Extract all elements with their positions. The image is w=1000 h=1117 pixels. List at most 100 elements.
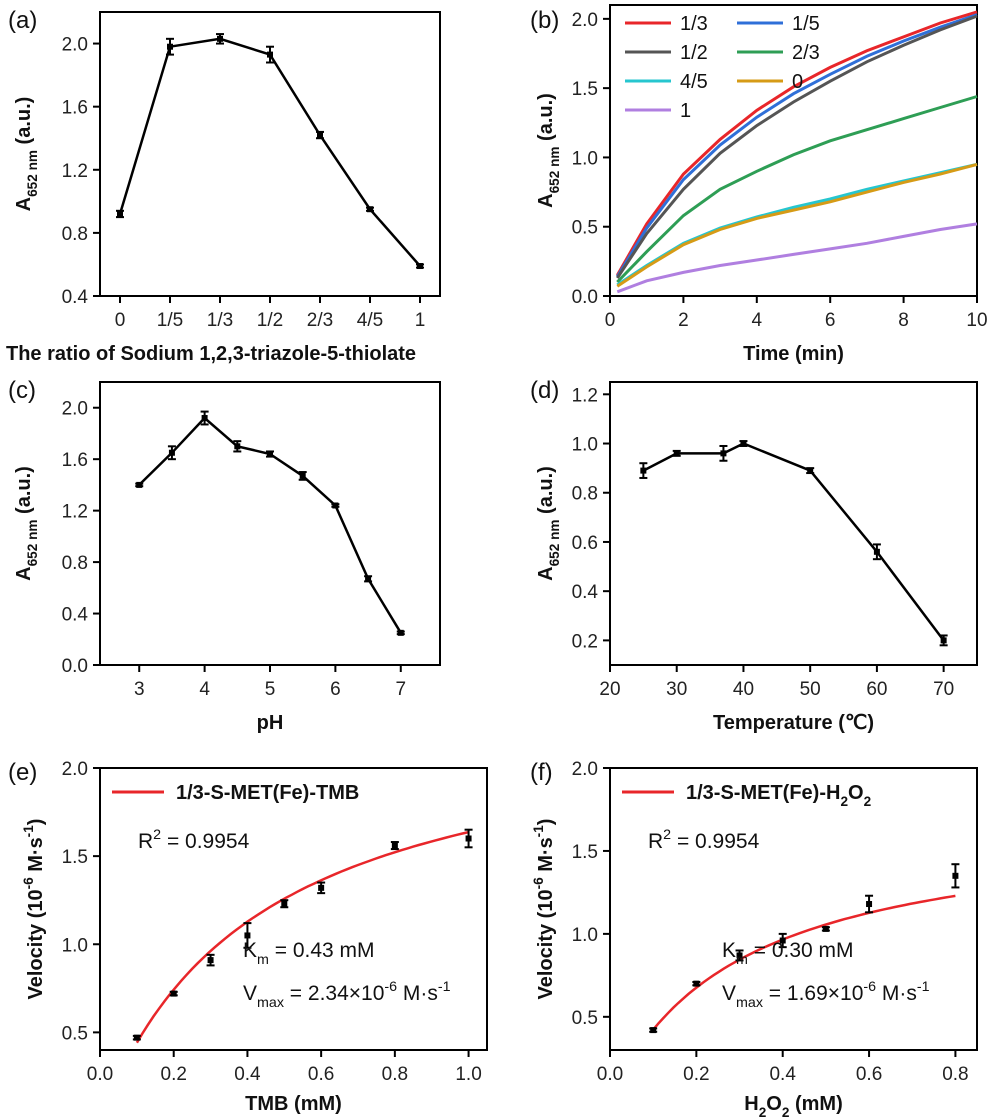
- plot-frame: [609, 767, 978, 1051]
- vmax-annotation: Vmax = 2.34×10-6 M·s-1: [243, 979, 451, 1011]
- y-tick-label: 2.0: [572, 759, 598, 780]
- x-tick-label: 1.0: [455, 1064, 481, 1085]
- panel-label: (d): [530, 377, 559, 404]
- legend-item: 2/3: [737, 42, 820, 64]
- legend-label: 1/3-S-MET(Fe)-H2O2: [686, 782, 872, 809]
- x-tick-label: 7: [395, 679, 406, 700]
- y-tick-label: 1.0: [62, 935, 88, 956]
- series-line: [616, 95, 978, 284]
- y-tick-label: 0.0: [572, 287, 598, 308]
- data-point: [136, 481, 143, 488]
- data-point: [866, 901, 873, 908]
- data-point: [244, 932, 251, 939]
- data-point: [693, 980, 700, 987]
- x-tick-label: 4/5: [357, 310, 383, 331]
- y-axis-label: A652 nm (a.u.): [13, 97, 40, 212]
- x-tick-label: 1/5: [157, 310, 183, 331]
- legend-item: 1: [625, 100, 691, 122]
- y-tick-label: 0.5: [572, 218, 598, 239]
- fit-curve: [652, 894, 956, 1031]
- data-point: [117, 210, 123, 217]
- chart-panel-f: (f) 0.5 1.0 1.5 2.0 0.0 0.2 0.4 0.6 0.8 Velocity (…: [530, 759, 978, 1117]
- chart-panel-d: (d) 0.2 0.4 0.6 0.8 1.0 1.2 20 30 40 50 60 70 A652 nm…: [530, 377, 978, 734]
- y-tick-label: 0.4: [62, 605, 89, 626]
- data-point: [365, 575, 372, 582]
- data-point: [720, 450, 727, 457]
- y-tick-label: 2.0: [572, 10, 598, 31]
- data-point: [673, 450, 680, 457]
- y-axis-label: A652 nm (a.u.): [535, 93, 562, 208]
- x-tick-label: 60: [866, 679, 887, 700]
- data-point: [267, 451, 273, 458]
- x-tick-label: 0: [605, 310, 616, 331]
- x-tick-label: 0.8: [942, 1064, 968, 1085]
- series-line: [642, 442, 945, 642]
- legend-label: 1: [680, 100, 691, 122]
- series-line: [138, 416, 402, 634]
- data-point: [170, 990, 177, 997]
- x-tick-label: 4: [199, 679, 210, 700]
- data-point: [952, 872, 959, 879]
- data-point: [391, 842, 398, 849]
- data-point: [332, 502, 339, 509]
- data-point: [740, 440, 747, 447]
- x-tick-label: 50: [800, 679, 821, 700]
- x-axis-label: Temperature (℃): [713, 712, 874, 734]
- data-point: [267, 51, 273, 58]
- y-tick-label: 0.8: [62, 224, 88, 245]
- x-tick-label: 0.4: [234, 1064, 261, 1085]
- y-tick-label: 1.0: [572, 925, 598, 946]
- fit-curve: [135, 830, 469, 1044]
- series-line: [616, 13, 978, 278]
- panel-label: (c): [8, 377, 36, 404]
- data-point: [822, 925, 829, 932]
- x-tick-label: 0.2: [161, 1064, 187, 1085]
- data-point: [167, 43, 173, 50]
- y-tick-label: 0.0: [62, 656, 88, 677]
- series-line: [616, 162, 978, 288]
- r-squared-annotation: R2 = 0.9954: [138, 827, 250, 853]
- y-axis-label: A652 nm (a.u.): [535, 466, 562, 581]
- series-line: [616, 14, 978, 279]
- data-point: [317, 132, 323, 139]
- series-line: [118, 37, 421, 267]
- y-tick-label: 1.5: [572, 842, 598, 863]
- y-tick-label: 1.5: [62, 847, 88, 868]
- panel-label: (b): [530, 7, 559, 34]
- r-squared-annotation: R2 = 0.9954: [648, 827, 760, 853]
- x-axis-label: pH: [257, 712, 284, 734]
- legend-label: 4/5: [680, 71, 708, 93]
- y-tick-label: 1.0: [572, 148, 598, 169]
- y-tick-label: 0.4: [62, 287, 89, 308]
- x-axis-label: TMB (mM): [245, 1093, 342, 1115]
- x-tick-label: 0.6: [856, 1064, 882, 1085]
- legend-item: 0: [737, 71, 803, 93]
- y-tick-label: 1.2: [62, 161, 88, 182]
- x-axis-label: The ratio of Sodium 1,2,3-triazole-5-thi…: [6, 343, 416, 365]
- plot-frame: [99, 767, 488, 1051]
- y-tick-label: 0.4: [572, 582, 599, 603]
- legend-item: 1/3: [625, 13, 708, 35]
- panel-label: (f): [530, 759, 553, 786]
- y-tick-label: 2.0: [62, 35, 88, 56]
- legend-item: 1/2: [625, 42, 708, 64]
- km-annotation: Km = 0.43 mM: [243, 939, 375, 968]
- legend-item: 1/5: [737, 13, 820, 35]
- data-point: [650, 1027, 657, 1034]
- legend-label: 1/2: [680, 42, 708, 64]
- x-tick-label: 4: [752, 310, 763, 331]
- x-tick-label: 0.2: [683, 1064, 709, 1085]
- y-tick-label: 0.5: [62, 1023, 88, 1044]
- data-point: [367, 206, 373, 213]
- data-point: [940, 637, 947, 644]
- x-axis-label: H2O2 (mM): [744, 1093, 842, 1117]
- legend-label: 0: [792, 71, 803, 93]
- data-point: [736, 952, 743, 959]
- data-point: [779, 937, 786, 944]
- data-point: [299, 472, 306, 479]
- data-point: [168, 449, 175, 456]
- x-tick-label: 6: [330, 679, 341, 700]
- y-tick-label: 0.8: [62, 553, 88, 574]
- data-point: [234, 443, 241, 450]
